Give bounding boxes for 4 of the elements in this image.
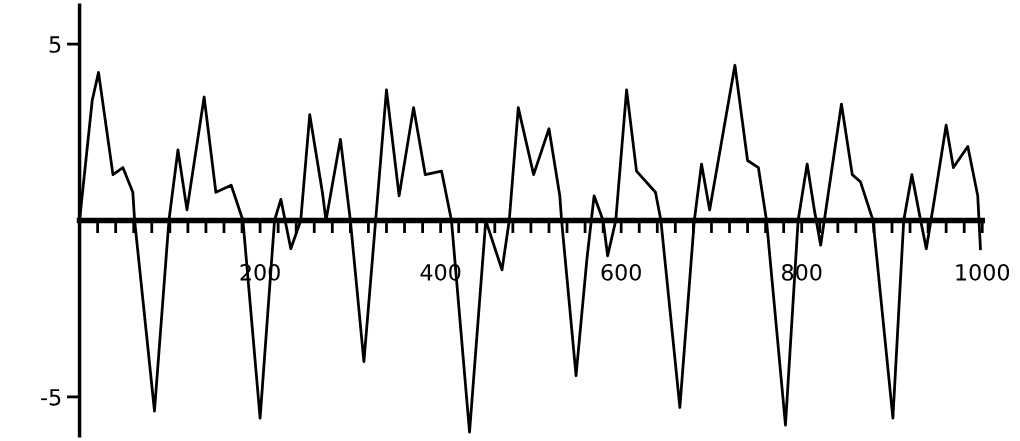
- y-tick-label: 5: [49, 36, 61, 53]
- x-tick-label: 1000: [956, 263, 1010, 281]
- y-tick-label: -5: [41, 389, 61, 406]
- x-tick-label: 600: [601, 263, 641, 281]
